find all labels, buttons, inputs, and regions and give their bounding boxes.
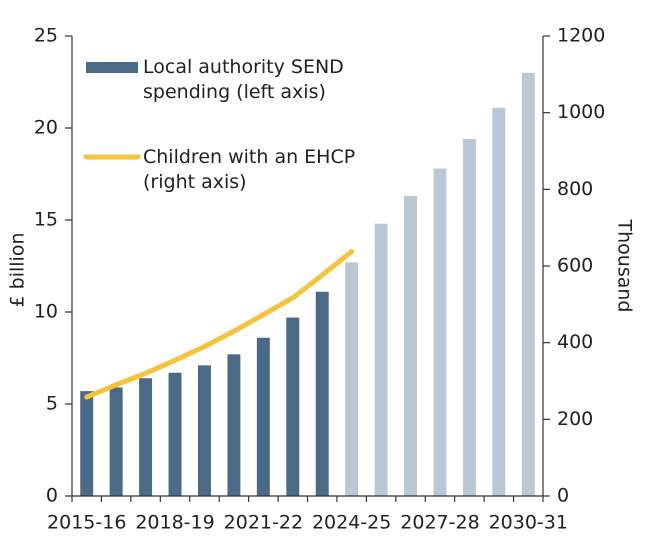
y2-tick-label: 1000 (557, 101, 605, 123)
y2-axis-label: Thousand (614, 219, 636, 313)
bar (139, 378, 153, 496)
bar (374, 223, 388, 496)
bar (521, 72, 535, 497)
x-tick-label: 2018-19 (135, 512, 214, 534)
legend-swatch (86, 62, 138, 73)
x-tick-label: 2015-16 (47, 512, 126, 534)
y-axis-label: £ billion (7, 233, 29, 308)
y2-tick-label: 1200 (557, 25, 605, 47)
y-tick-label: 25 (34, 25, 58, 47)
y2-tick-label: 800 (557, 178, 593, 200)
bar (197, 365, 211, 496)
x-tick-label: 2021-22 (224, 512, 303, 534)
bar (433, 168, 447, 497)
bar (345, 262, 359, 496)
bar (109, 387, 123, 496)
y-tick-label: 10 (34, 301, 58, 323)
y-tick-label: 15 (34, 209, 58, 231)
bar (256, 337, 270, 496)
legend-label: Local authority SEND spending (left axis… (143, 56, 344, 103)
y-tick-label: 20 (34, 117, 58, 139)
y2-tick-label: 600 (557, 255, 593, 277)
x-tick-label: 2024-25 (312, 512, 391, 534)
bar (227, 354, 241, 496)
bar (404, 196, 418, 496)
x-tick-label: 2027-28 (400, 512, 479, 534)
bar (80, 391, 94, 496)
x-tick-label: 2030-31 (489, 512, 568, 534)
bar (315, 291, 329, 496)
bar (492, 107, 506, 496)
y-tick-label: 0 (46, 485, 58, 507)
y-tick-label: 5 (46, 393, 58, 415)
y2-tick-label: 200 (557, 408, 593, 430)
bar (462, 139, 476, 497)
line (84, 248, 355, 400)
bar (286, 317, 300, 496)
y2-tick-label: 0 (557, 485, 569, 507)
bar (168, 372, 182, 496)
y2-tick-label: 400 (557, 331, 593, 353)
legend-label: Children with an EHCP (right axis) (143, 146, 356, 193)
